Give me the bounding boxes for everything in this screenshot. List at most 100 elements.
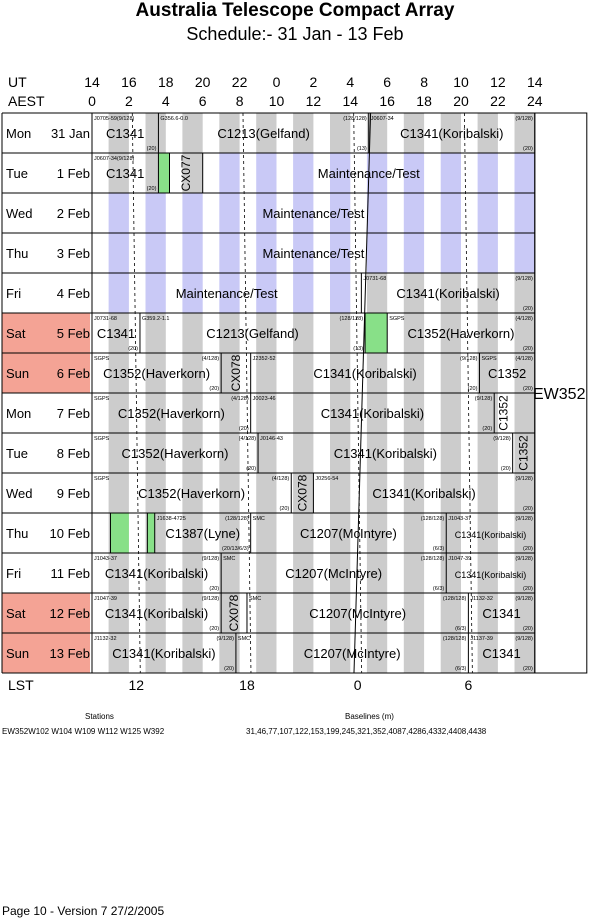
ut-tick-label: 16 <box>121 74 137 90</box>
green-block <box>158 153 170 193</box>
maintenance-band <box>256 273 277 313</box>
row-date-label: Wed 9 Feb <box>2 473 90 513</box>
row-day: Wed <box>6 205 33 221</box>
maintenance-band <box>514 233 535 273</box>
row-day: Sat <box>6 325 26 341</box>
maintenance-band <box>182 233 203 273</box>
correlator-label: (9/128) <box>460 356 478 362</box>
row-date-label: Thu 10 Feb <box>2 513 90 553</box>
maintenance-band <box>145 193 166 233</box>
frequency-label: (20) <box>523 506 533 512</box>
frequency-label: (20) <box>523 346 533 352</box>
project-label: C1341 <box>97 326 135 341</box>
maintenance-band <box>182 273 203 313</box>
correlator-label: (9/128) <box>475 396 493 402</box>
row-date: 6 Feb <box>56 365 90 381</box>
ut-tick-label: 20 <box>194 74 211 90</box>
ut-tick-label: 18 <box>158 74 174 90</box>
project-label: C1341(Koribalski) <box>455 570 527 580</box>
source-label: G356.6-0.0 <box>160 116 188 122</box>
ut-tick-label: 14 <box>84 74 100 90</box>
ut-tick-label: 22 <box>231 74 248 90</box>
maintenance-band <box>403 233 425 273</box>
correlator-label: (9/128) <box>515 276 533 282</box>
maintenance-band <box>366 153 388 193</box>
row-day: Thu <box>6 525 29 541</box>
row-day: Mon <box>6 125 32 141</box>
frequency-label: (20) <box>523 386 533 392</box>
correlator-label: (128/128) <box>225 516 249 522</box>
project-label: C1341(Koribalski) <box>313 366 416 381</box>
ut-tick-label: 6 <box>383 74 392 90</box>
maintenance-band <box>182 193 203 233</box>
project-label: Maintenance/Test <box>262 246 364 261</box>
aest-tick-label: 4 <box>161 93 170 109</box>
source-label: J0705-59(9/128) <box>94 116 135 122</box>
project-label: C1207(McIntyre) <box>300 526 397 541</box>
aest-tick-label: 6 <box>198 93 207 109</box>
row-date: 12 Feb <box>49 605 90 621</box>
correlator-label: (4/128) <box>202 356 220 362</box>
aest-tick-label: 20 <box>453 93 469 109</box>
block-vertical-label: CX078 <box>295 474 309 511</box>
project-label: C1341(Koribalski) <box>334 446 437 461</box>
maintenance-band <box>219 193 240 233</box>
maintenance-band <box>440 233 461 273</box>
source-label: J1137-39 <box>470 636 493 642</box>
aest-tick-label: 10 <box>268 93 285 109</box>
row-day: Sun <box>6 645 30 661</box>
block-vertical-label: CX077 <box>179 154 193 191</box>
correlator-label: (4/128) <box>231 396 249 402</box>
row-day: Fri <box>6 285 22 301</box>
row-date: 13 Feb <box>49 645 90 661</box>
aest-tick-label: 24 <box>527 93 543 109</box>
frequency-label: (20) <box>209 586 219 592</box>
maintenance-band <box>219 233 240 273</box>
project-label: C1207(McIntyre) <box>285 566 382 581</box>
source-label: SGPS <box>94 356 110 362</box>
row-date-label: Mon 31 Jan <box>2 113 90 153</box>
frequency-label: (6/3) <box>433 586 444 592</box>
row-date: 31 Jan <box>50 125 90 141</box>
stations-value: EW352W102 W104 W109 W112 W125 W392 <box>2 727 165 736</box>
project-label: C1341 <box>106 126 144 141</box>
source-label: SGPS <box>94 476 110 482</box>
maintenance-band <box>256 193 277 233</box>
ut-tick-label: 0 <box>272 74 281 90</box>
ut-tick-label: 14 <box>527 74 543 90</box>
aest-tick-label: 22 <box>490 93 506 109</box>
project-label: C1207(McIntyre) <box>304 646 401 661</box>
ut-tick-label: 12 <box>490 74 506 90</box>
row-date-label: Wed 2 Feb <box>2 193 90 233</box>
maintenance-band <box>403 153 425 193</box>
green-block <box>365 313 388 353</box>
source-label: J1043-37 <box>94 556 117 562</box>
row-day: Sat <box>6 605 26 621</box>
aest-tick-label: 0 <box>88 93 96 109</box>
frequency-label: (20) <box>482 426 492 432</box>
project-label: C1341(Koribalski) <box>400 126 503 141</box>
maintenance-band <box>330 153 351 193</box>
source-label: SGPS <box>94 436 110 442</box>
maintenance-band <box>293 233 314 273</box>
maintenance-band <box>108 273 129 313</box>
aest-tick-label: 8 <box>235 93 244 109</box>
correlator-label: (9/128) <box>202 556 220 562</box>
row-date-label: Mon 7 Feb <box>2 393 90 433</box>
maintenance-band <box>514 193 535 233</box>
maintenance-band <box>514 153 535 193</box>
maintenance-band <box>256 233 277 273</box>
source-label: J0731-68 <box>94 316 117 322</box>
project-label: C1352 <box>488 366 526 381</box>
correlator-label: (4/128) <box>515 316 533 322</box>
frequency-label: (20) <box>224 666 234 672</box>
maintenance-band <box>219 273 240 313</box>
maintenance-band <box>293 273 314 313</box>
row-date-label: Tue 1 Feb <box>2 153 90 193</box>
project-label: C1341(Koribalski) <box>105 566 208 581</box>
lst-label: LST <box>8 677 34 693</box>
correlator-label: (9/128) <box>515 516 533 522</box>
row-date: 11 Feb <box>50 565 90 581</box>
project-label: C1341(Koribalski) <box>321 406 424 421</box>
frequency-label: (20) <box>147 186 157 192</box>
